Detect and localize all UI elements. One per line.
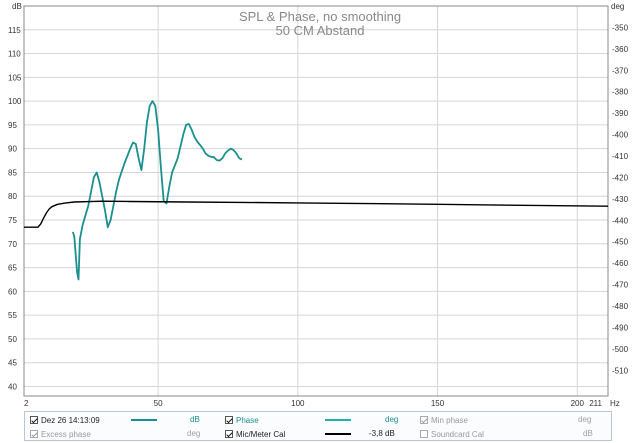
right-tick-label: -490 [612,323,629,332]
excess-phase-unit: deg [187,429,201,438]
tick-labels: 115 110 105 100 95 90 85 80 75 70 65 60 55 50 45 40 -350… [8,23,629,408]
phase-unit: deg [385,415,399,424]
left-tick-label: 75 [8,216,17,225]
min-phase-checkbox[interactable] [420,416,428,424]
right-tick-label: -380 [612,88,629,97]
x-tick-label: 50 [154,399,163,408]
plot-frame [23,5,609,397]
mic-cal-value: -3,8 dB [369,429,395,438]
left-tick-label: 55 [8,311,17,320]
left-tick-label: 115 [8,26,21,35]
mic-cal-checkbox[interactable] [225,430,233,438]
graph-svg: 115 110 105 100 95 90 85 80 75 70 65 60 55 50 45 40 -350… [8,2,629,408]
x-tick-label: 211 [589,399,602,408]
spl-measurement-line [72,100,243,281]
left-tick-label: 95 [8,121,17,130]
left-tick-label: 65 [8,264,17,273]
min-phase-unit: deg [578,415,592,424]
left-tick-label: 70 [8,240,17,249]
chart-title: SPL & Phase, no smoothing [239,9,401,24]
legend-phase-toggle[interactable]: Phase [225,413,259,427]
x-tick-label: 2 [24,399,29,408]
right-tick-label: -460 [612,259,629,268]
legend-row-1: Dez 26 14:13:09 dB Phase deg Min phase d… [25,413,611,427]
legend-panel: Dez 26 14:13:09 dB Phase deg Min phase d… [24,411,612,441]
right-tick-label: -500 [612,345,629,354]
soundcard-cal-label: Soundcard Cal [431,429,484,439]
right-tick-label: -510 [612,366,629,375]
left-tick-label: 40 [8,382,17,391]
mic-cal-line [24,200,609,228]
legend-soundcard-cal-toggle[interactable]: Soundcard Cal [420,427,484,441]
measurement-checkbox[interactable] [30,416,38,424]
left-tick-label: 60 [8,287,17,296]
right-tick-label: -410 [612,152,629,161]
soundcard-cal-unit: dB [583,429,593,438]
chart-subtitle: 50 CM Abstand [276,23,365,38]
left-tick-label: 100 [8,97,22,106]
excess-phase-checkbox[interactable] [30,430,38,438]
phase-swatch [325,419,351,421]
right-tick-label: -480 [612,302,629,311]
legend-row-2: Excess phase deg Mic/Meter Cal -3,8 dB S… [25,427,611,441]
legend-measurement-toggle[interactable]: Dez 26 14:13:09 [30,413,100,427]
left-tick-label: 45 [8,359,17,368]
left-tick-label: 110 [8,50,21,59]
right-tick-label: -370 [612,66,629,75]
x-axis-unit: Hz [610,399,620,408]
x-tick-label: 200 [571,399,585,408]
right-tick-label: -350 [612,23,629,32]
left-axis-unit: dB [12,2,22,11]
soundcard-cal-checkbox[interactable] [420,430,428,438]
measurement-swatch [131,419,157,421]
legend-excess-phase-toggle[interactable]: Excess phase [30,427,91,441]
left-tick-label: 80 [8,192,17,201]
min-phase-label: Min phase [431,415,468,425]
right-tick-label: -440 [612,216,629,225]
right-tick-label: -360 [612,45,629,54]
measurement-unit: dB [190,415,200,424]
mic-cal-label: Mic/Meter Cal [236,429,286,439]
right-tick-label: -450 [612,238,629,247]
right-tick-label: -400 [612,131,629,140]
legend-min-phase-toggle[interactable]: Min phase [420,413,468,427]
excess-phase-label: Excess phase [41,429,91,439]
left-tick-label: 85 [8,168,17,177]
right-tick-label: -420 [612,173,629,182]
left-tick-label: 90 [8,145,17,154]
right-tick-label: -430 [612,195,629,204]
left-tick-label: 105 [8,73,22,82]
phase-checkbox[interactable] [225,416,233,424]
legend-mic-cal-toggle[interactable]: Mic/Meter Cal [225,427,285,441]
mic-cal-swatch [325,433,351,435]
right-axis-unit: deg [611,2,624,11]
spl-phase-graph[interactable]: 115 110 105 100 95 90 85 80 75 70 65 60 55 50 45 40 -350… [0,0,640,410]
left-tick-label: 50 [8,335,17,344]
phase-label: Phase [236,415,259,425]
x-tick-label: 150 [431,399,445,408]
x-tick-label: 100 [291,399,305,408]
grid-lines [24,6,608,396]
series-lines [24,100,609,281]
right-tick-label: -390 [612,109,629,118]
right-tick-label: -470 [612,281,629,290]
measurement-label: Dez 26 14:13:09 [41,415,100,425]
